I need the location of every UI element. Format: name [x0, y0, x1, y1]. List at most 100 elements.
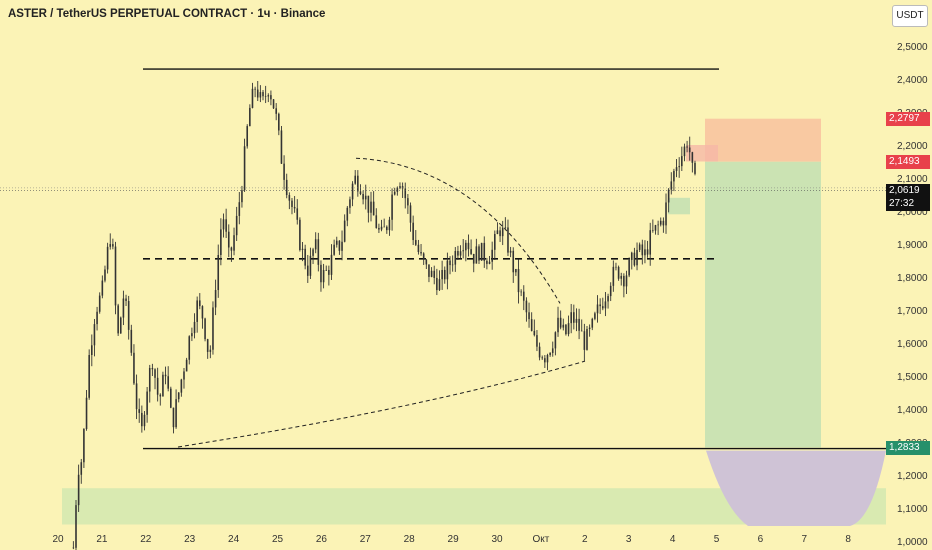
- candle-body: [567, 323, 570, 335]
- candle-body: [322, 269, 325, 283]
- x-tick-label: 30: [491, 534, 503, 545]
- candle-body: [370, 201, 372, 213]
- candle-body: [586, 329, 588, 350]
- candle-body: [407, 198, 409, 206]
- candle-body: [106, 246, 109, 270]
- candle-body: [694, 162, 696, 174]
- candle-body: [667, 189, 670, 203]
- candle-body: [270, 95, 272, 100]
- y-tick-label: 1,8000: [897, 273, 928, 284]
- candle-body: [575, 318, 578, 323]
- candle-body: [449, 260, 451, 266]
- candle-body: [125, 298, 127, 301]
- candle-body: [299, 219, 301, 250]
- candle-body: [483, 242, 486, 261]
- candle-body: [288, 195, 291, 201]
- x-tick-label: 4: [670, 534, 676, 545]
- candle-body: [441, 269, 443, 280]
- candle-body: [280, 130, 283, 164]
- candle-body: [583, 331, 586, 350]
- candle-body: [436, 277, 438, 291]
- candle-body: [217, 255, 220, 291]
- candle-body: [675, 167, 678, 171]
- candle-body: [238, 202, 241, 216]
- x-tick-label: 6: [758, 534, 764, 545]
- candle-body: [93, 324, 96, 346]
- currency-button[interactable]: USDT: [892, 5, 928, 27]
- candle-body: [604, 301, 607, 309]
- candle-body: [673, 170, 675, 182]
- y-tick-label: 2,5000: [897, 42, 928, 53]
- candle-body: [504, 227, 507, 229]
- candle-body: [388, 219, 391, 231]
- candle-body: [501, 227, 504, 237]
- candle-body: [328, 269, 330, 275]
- candle-body: [396, 188, 399, 192]
- candle-body: [451, 264, 454, 266]
- candle-body: [538, 346, 541, 358]
- y-tick-label: 1,0000: [897, 537, 928, 548]
- candle-body: [193, 321, 196, 334]
- chart-title: ASTER / TetherUS PERPETUAL CONTRACT · 1ч…: [8, 8, 326, 20]
- candle-body: [91, 345, 93, 356]
- candle-body: [372, 201, 375, 216]
- candle-body: [541, 357, 544, 359]
- candle-body: [214, 290, 217, 308]
- candle-body: [296, 208, 299, 220]
- take-profit-zone: [705, 161, 821, 448]
- candle-body: [562, 324, 565, 328]
- x-tick-label: 29: [448, 534, 460, 545]
- candle-body: [304, 248, 306, 266]
- candle-body: [251, 88, 254, 108]
- candle-body: [133, 352, 135, 384]
- candle-body: [559, 317, 562, 328]
- candle-body: [654, 225, 657, 231]
- candle-body: [681, 156, 683, 167]
- candle-body: [551, 348, 554, 353]
- candle-body: [359, 191, 362, 194]
- candle-body: [678, 166, 680, 168]
- stop-loss-zone: [705, 118, 821, 162]
- candle-body: [438, 279, 441, 291]
- candle-body: [312, 249, 314, 256]
- candle-body: [285, 179, 288, 196]
- arc-trendline: [355, 157, 561, 304]
- x-tick-label: 25: [272, 534, 284, 545]
- candle-body: [362, 193, 364, 200]
- candle-body: [233, 235, 235, 251]
- candle-body: [420, 251, 422, 254]
- candle-body: [225, 219, 227, 232]
- candle-body: [494, 234, 496, 250]
- rising-trendline: [177, 360, 586, 448]
- candle-body: [665, 202, 667, 226]
- candle-body: [267, 95, 270, 97]
- candle-body: [591, 318, 594, 328]
- candle-body: [422, 253, 425, 260]
- candle-body: [204, 318, 206, 340]
- candle-body: [565, 324, 567, 335]
- candle-body: [686, 146, 688, 148]
- candle-body: [167, 376, 169, 389]
- candle-body: [454, 251, 457, 265]
- candle-body: [625, 275, 628, 287]
- candle-body: [470, 249, 472, 254]
- projection-bowl: [706, 450, 886, 526]
- candle-body: [462, 250, 464, 252]
- candle-body: [409, 205, 412, 223]
- x-tick-label: 24: [228, 534, 240, 545]
- candle-body: [243, 146, 246, 191]
- candle-body: [80, 462, 83, 475]
- entry-highlight: [686, 145, 718, 162]
- candle-body: [478, 246, 480, 261]
- y-tick-label: 2,4000: [897, 75, 928, 86]
- candle-body: [623, 275, 625, 287]
- candle-body: [652, 230, 654, 231]
- y-tick-label: 1,7000: [897, 306, 928, 317]
- candle-body: [612, 266, 615, 286]
- candle-body: [367, 195, 370, 213]
- candle-body: [119, 317, 122, 334]
- candle-body: [196, 300, 198, 322]
- candle-body: [499, 230, 501, 237]
